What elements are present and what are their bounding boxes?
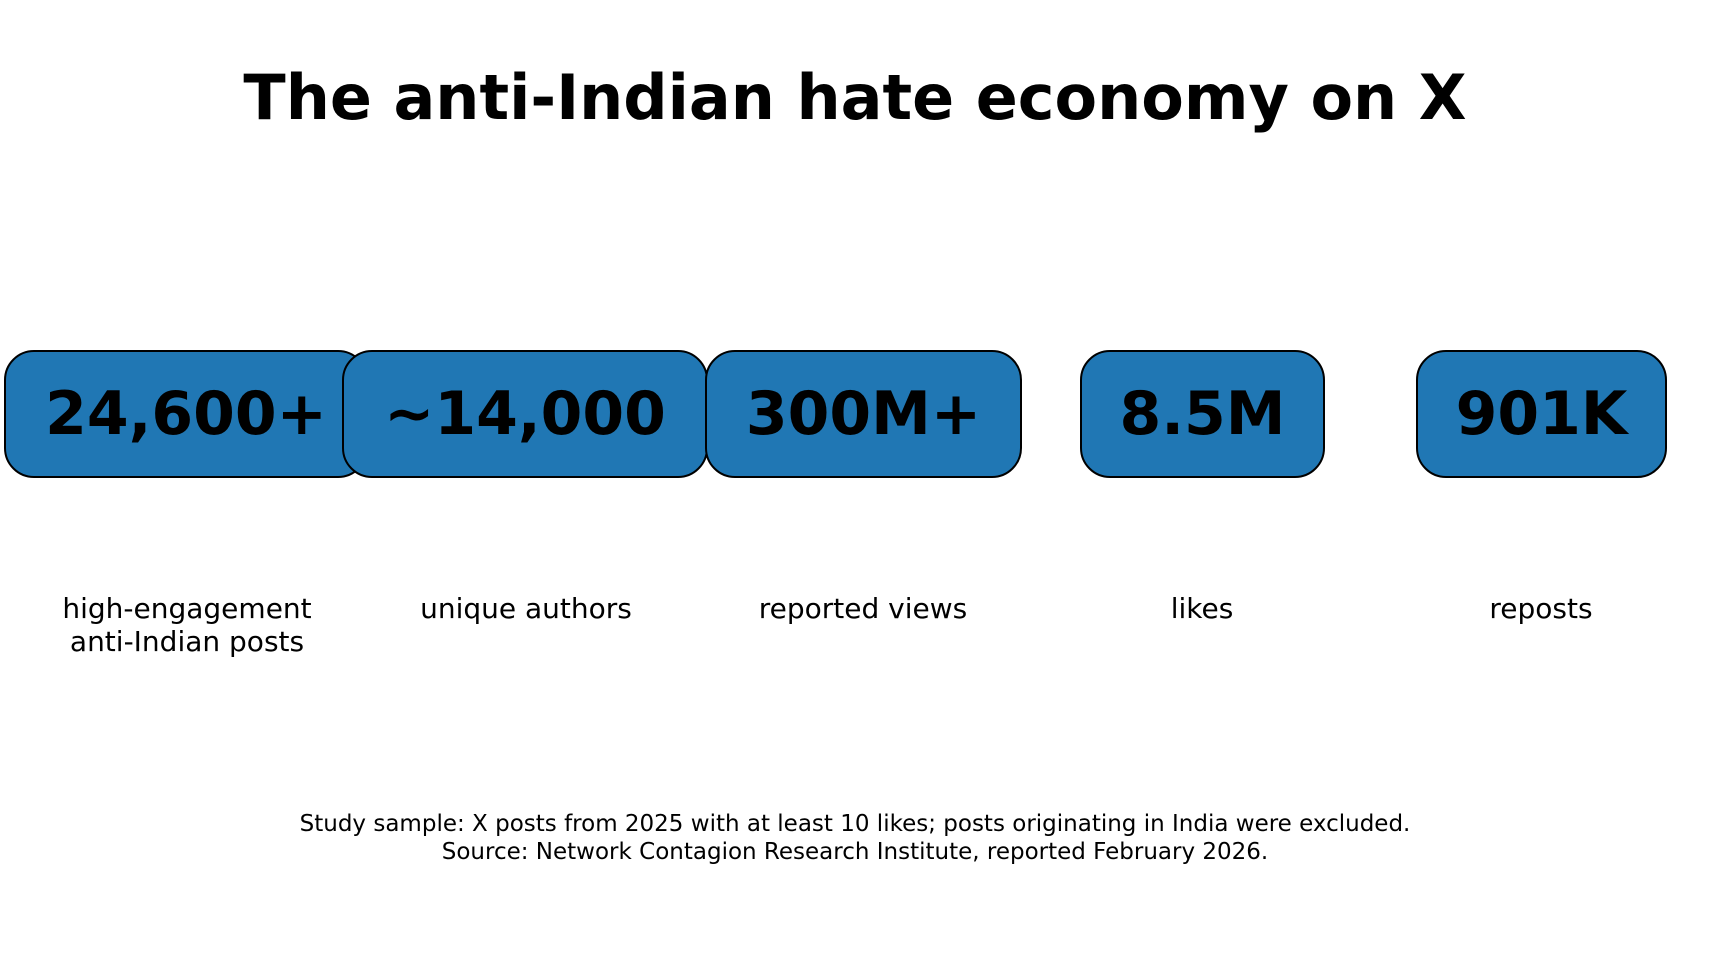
stat-value-likes: 8.5M [1080, 350, 1325, 478]
stat-label-reposts: reposts [1489, 592, 1593, 625]
stat-label-likes: likes [1170, 592, 1234, 625]
stat-value-reposts: 901K [1416, 350, 1667, 478]
stat-label-authors: unique authors [420, 592, 632, 625]
stat-value-views: 300M+ [705, 350, 1022, 478]
page-title: The anti-Indian hate economy on X [243, 61, 1467, 134]
footnote-source: Source: Network Contagion Research Insti… [441, 839, 1269, 865]
stat-value-posts: 24,600+ [4, 350, 368, 478]
footnote-sample-note: Study sample: X posts from 2025 with at … [299, 811, 1411, 837]
stat-value-authors: ~14,000 [342, 350, 708, 478]
stat-label-views: reported views [758, 592, 968, 625]
footnote: Study sample: X posts from 2025 with at … [0, 810, 1710, 866]
stat-label-posts: high-engagement anti-Indian posts [62, 592, 312, 658]
